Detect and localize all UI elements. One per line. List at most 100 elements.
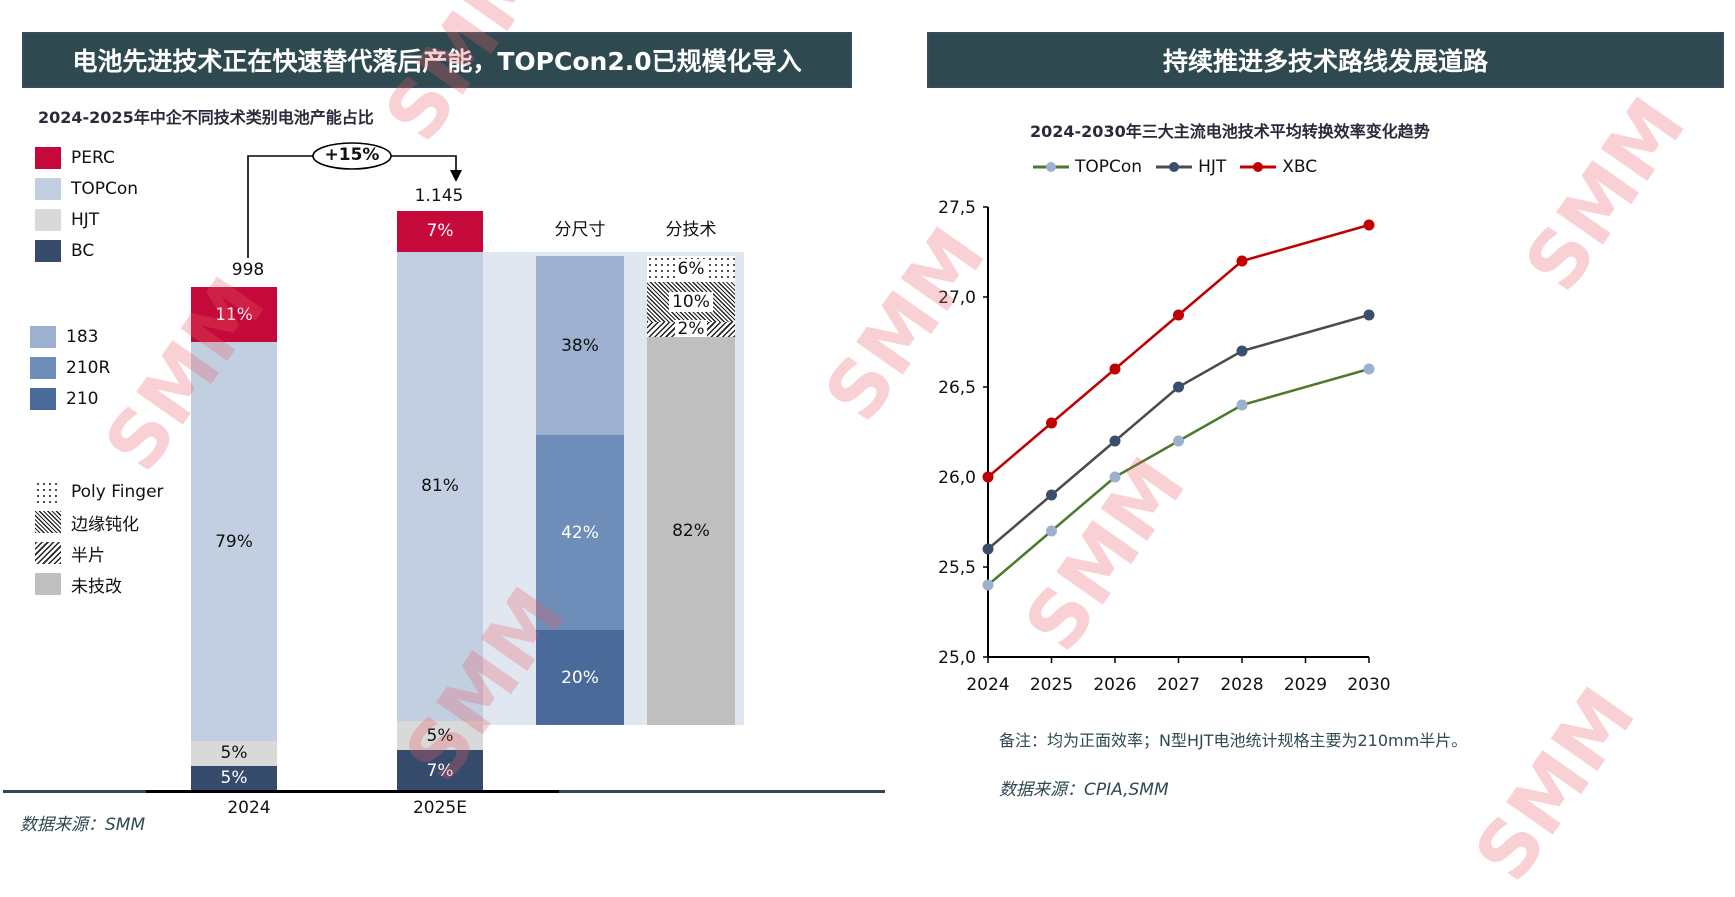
- segment-label: 79%: [215, 531, 253, 552]
- y-tick-label: 27,0: [938, 288, 976, 308]
- legend-swatch: [35, 240, 61, 262]
- data-point-topcon: [1236, 399, 1248, 411]
- bar-chart-title: 2024-2025年中企不同技术类别电池产能占比: [38, 108, 374, 127]
- legend-label: TOPCon: [1075, 157, 1143, 177]
- legend-swatch: [30, 357, 56, 379]
- legend-label: 未技改: [71, 576, 122, 597]
- series-line-hjt: [987, 313, 1370, 550]
- segment-label: 81%: [421, 476, 459, 497]
- tech-segment-edge-passivation: 10%: [647, 282, 735, 322]
- segment-label: 2%: [674, 320, 708, 339]
- size-breakdown-header: 分尺寸: [554, 220, 606, 240]
- segment-label: 10%: [669, 292, 713, 312]
- x-tick-label: 2025: [1030, 675, 1073, 695]
- tech-breakdown-header: 分技术: [665, 220, 717, 240]
- segment-label: 7%: [426, 221, 454, 242]
- legend-swatch: [35, 178, 61, 200]
- x-tick-label: 2030: [1347, 675, 1390, 695]
- segment-label: 11%: [215, 304, 253, 325]
- legend-marker: [1033, 162, 1069, 172]
- legend-swatch: [35, 209, 61, 231]
- legend-item-topcon: TOPCon: [35, 177, 138, 201]
- data-point-xbc: [1046, 417, 1057, 429]
- legend-label: 183: [66, 327, 99, 347]
- y-tick-label: 25,5: [938, 558, 976, 578]
- legend-swatch: [35, 511, 61, 533]
- data-point-topcon: [1173, 435, 1184, 447]
- segment-label: 5%: [426, 725, 454, 746]
- total-label-2024: 998: [231, 260, 265, 280]
- y-tick-label: 27,5: [938, 198, 976, 218]
- bar-segment-topcon-2025e: 81%: [397, 251, 483, 722]
- legend-swatch: [30, 388, 56, 410]
- size-segment-210r: 42%: [536, 435, 624, 630]
- legend-item-210r: 210R: [30, 356, 110, 380]
- legend-label: 210: [66, 389, 99, 409]
- y-tick-label: 25,0: [938, 648, 976, 668]
- line-chart: 25,0 25,5 26,0 26,5 27,0 27,5 2024 2025 2026 2027…: [938, 198, 1390, 695]
- legend-label: 210R: [66, 358, 111, 378]
- x-tick-label: 2027: [1157, 675, 1200, 695]
- y-tick-label: 26,0: [938, 468, 976, 488]
- tech-segment-poly-finger: 6%: [647, 256, 735, 282]
- legend-item-perc: PERC: [35, 146, 115, 170]
- legend-marker: [1156, 162, 1193, 172]
- data-point-xbc: [1236, 255, 1248, 267]
- bar-segment-perc-2025e: 7%: [397, 211, 483, 252]
- size-segment-183: 38%: [536, 256, 624, 435]
- data-point-topcon: [1363, 363, 1375, 375]
- x-tick-label: 2029: [1284, 675, 1327, 695]
- data-point-xbc: [1363, 219, 1375, 231]
- bar-segment-perc-2024: 11%: [191, 287, 277, 343]
- x-tick-label: 2026: [1093, 675, 1136, 695]
- total-label-2025e: 1.145: [414, 186, 464, 206]
- segment-label: 6%: [674, 259, 708, 279]
- segment-label: 5%: [220, 743, 248, 764]
- left-source: 数据来源：SMM: [20, 815, 146, 835]
- legend-item-poly-finger: Poly Finger: [35, 480, 164, 504]
- legend-marker: [1240, 162, 1277, 172]
- line-legend: TOPCon HJT XBC: [1033, 157, 1317, 177]
- bar-segment-bc-2024: 5%: [191, 765, 277, 791]
- data-point-xbc: [1173, 309, 1184, 321]
- legend-swatch: [35, 481, 61, 503]
- legend-label: Poly Finger: [71, 482, 164, 502]
- bar-segment-hjt-2025e: 5%: [397, 721, 483, 751]
- data-point-topcon: [1046, 525, 1057, 537]
- x-label-2024: 2024: [227, 798, 271, 818]
- tech-segment-half-cell: 2%: [647, 320, 735, 339]
- data-point-hjt: [1363, 309, 1375, 321]
- bar-segment-bc-2025e: 7%: [397, 750, 483, 791]
- legend-item-hjt: HJT: [1156, 157, 1226, 177]
- legend-swatch: [35, 147, 61, 169]
- legend-item-210: 210: [30, 387, 98, 411]
- x-axis-line: [146, 790, 559, 793]
- legend-item-183: 183: [30, 325, 98, 349]
- size-segment-210: 20%: [536, 630, 624, 725]
- legend-label: 半片: [71, 545, 105, 566]
- x-tick-label: 2024: [966, 675, 1009, 695]
- legend-swatch: [35, 542, 61, 564]
- data-point-xbc: [982, 471, 994, 483]
- data-point-hjt: [1173, 381, 1184, 393]
- segment-label: 42%: [561, 522, 599, 543]
- data-point-topcon: [982, 579, 994, 591]
- data-point-hjt: [1236, 345, 1248, 357]
- right-header: 持续推进多技术路线发展道路: [927, 32, 1724, 88]
- right-note: 备注：均为正面效率；N型HJT电池统计规格主要为210mm半片。: [999, 731, 1468, 750]
- legend-item-hjt: HJT: [35, 208, 99, 232]
- legend-label: PERC: [71, 148, 115, 168]
- legend-label: 边缘钝化: [71, 514, 139, 535]
- series-line-xbc: [987, 223, 1370, 478]
- legend-item-topcon: TOPCon: [1033, 157, 1142, 177]
- legend-label: XBC: [1282, 157, 1318, 177]
- legend-label: BC: [71, 241, 95, 261]
- segment-label: 38%: [561, 335, 599, 356]
- data-point-xbc: [1109, 363, 1121, 375]
- segment-label: 7%: [426, 760, 454, 781]
- legend-swatch: [30, 326, 56, 348]
- legend-item-xbc: XBC: [1240, 157, 1317, 177]
- legend-label: HJT: [1198, 157, 1227, 177]
- legend-label: TOPCon: [71, 179, 139, 199]
- growth-label: +15%: [324, 145, 380, 165]
